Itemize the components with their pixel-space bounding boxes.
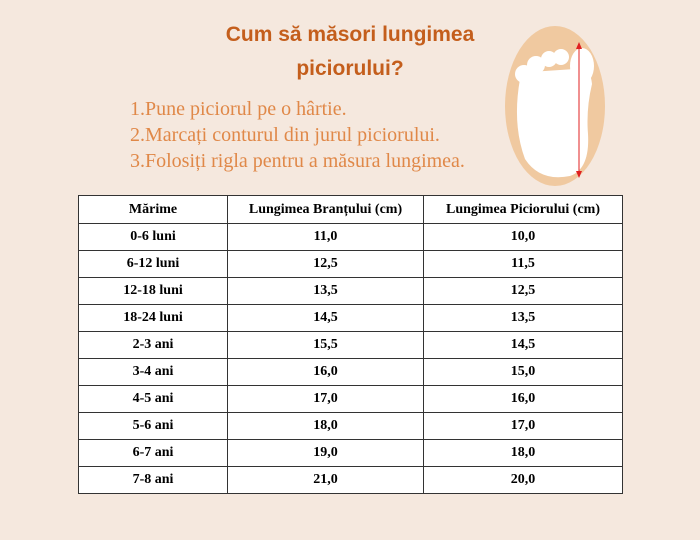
table-row: 6-12 luni 12,5 11,5	[78, 250, 623, 278]
step-1: 1.Pune piciorul pe o hârtie.	[130, 98, 347, 120]
insole-length-cell: 16,0	[227, 358, 424, 386]
insole-length-cell: 12,5	[227, 250, 424, 278]
size-cell: 12-18 luni	[78, 277, 228, 305]
insole-length-cell: 14,5	[227, 304, 424, 332]
page-title: Cum să măsori lungimea piciorului?	[225, 23, 475, 80]
foot-length-cell: 10,0	[423, 223, 623, 251]
table-row: 3-4 ani 16,0 15,0	[78, 358, 623, 386]
size-cell: 5-6 ani	[78, 412, 228, 440]
header-size: Mărime	[78, 195, 228, 224]
foot-measure-icon	[505, 26, 605, 186]
size-cell: 0-6 luni	[78, 223, 228, 251]
table-row: 2-3 ani 15,5 14,5	[78, 331, 623, 359]
insole-length-cell: 21,0	[227, 466, 424, 494]
table-row: 6-7 ani 19,0 18,0	[78, 439, 623, 467]
insole-length-cell: 19,0	[227, 439, 424, 467]
foot-length-cell: 20,0	[423, 466, 623, 494]
foot-length-cell: 15,0	[423, 358, 623, 386]
table-row: 5-6 ani 18,0 17,0	[78, 412, 623, 440]
table-row: 4-5 ani 17,0 16,0	[78, 385, 623, 413]
header-insole-length: Lungimea Branțului (cm)	[227, 195, 424, 224]
insole-length-cell: 11,0	[227, 223, 424, 251]
size-cell: 6-7 ani	[78, 439, 228, 467]
foot-length-cell: 16,0	[423, 385, 623, 413]
foot-length-cell: 13,5	[423, 304, 623, 332]
size-table: Mărime Lungimea Branțului (cm) Lungimea …	[78, 195, 623, 494]
step-3: 3.Folosiți rigla pentru a măsura lungime…	[130, 150, 465, 172]
insole-length-cell: 17,0	[227, 385, 424, 413]
size-cell: 18-24 luni	[78, 304, 228, 332]
table-header: Mărime Lungimea Branțului (cm) Lungimea …	[78, 195, 623, 224]
table-row: 0-6 luni 11,0 10,0	[78, 223, 623, 251]
foot-length-cell: 12,5	[423, 277, 623, 305]
insole-length-cell: 18,0	[227, 412, 424, 440]
size-cell: 3-4 ani	[78, 358, 228, 386]
size-cell: 7-8 ani	[78, 466, 228, 494]
foot-length-cell: 18,0	[423, 439, 623, 467]
insole-length-cell: 15,5	[227, 331, 424, 359]
foot-length-cell: 17,0	[423, 412, 623, 440]
size-cell: 6-12 luni	[78, 250, 228, 278]
table-row: 7-8 ani 21,0 20,0	[78, 466, 623, 494]
table-row: 12-18 luni 13,5 12,5	[78, 277, 623, 305]
size-cell: 4-5 ani	[78, 385, 228, 413]
table-row: 18-24 luni 14,5 13,5	[78, 304, 623, 332]
foot-length-cell: 14,5	[423, 331, 623, 359]
instructions: 1.Pune piciorul pe o hârtie. 2.Marcați c…	[130, 96, 465, 174]
insole-length-cell: 13,5	[227, 277, 424, 305]
step-2: 2.Marcați conturul din jurul piciorului.	[130, 124, 440, 146]
foot-length-cell: 11,5	[423, 250, 623, 278]
header-foot-length: Lungimea Piciorului (cm)	[423, 195, 623, 224]
size-cell: 2-3 ani	[78, 331, 228, 359]
